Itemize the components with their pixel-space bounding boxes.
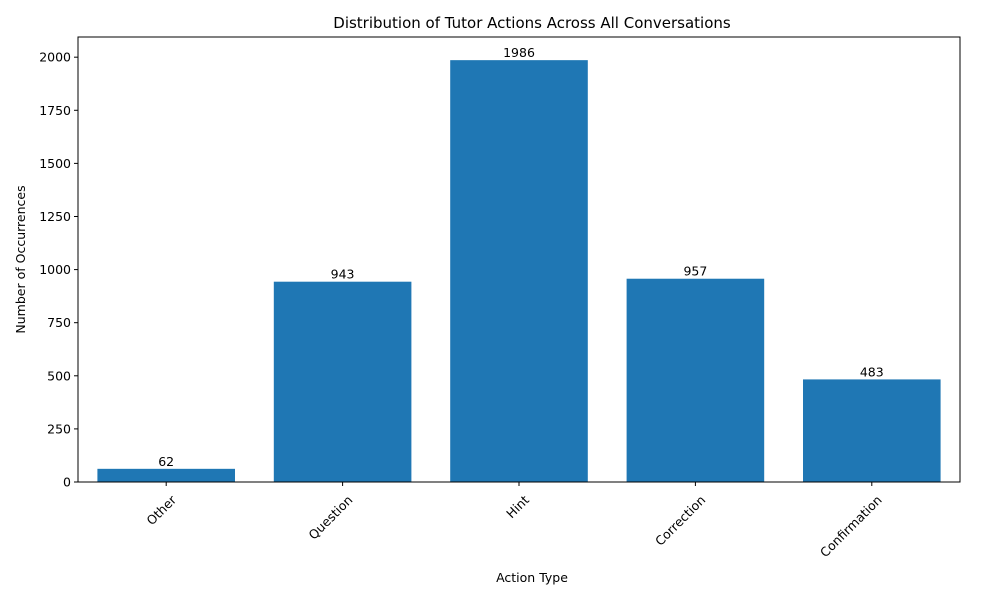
- y-tick-label: 750: [47, 315, 71, 330]
- y-tick-label: 500: [47, 368, 71, 383]
- x-axis-label: Action Type: [496, 570, 568, 585]
- plot-frame: [77, 36, 961, 483]
- x-tick-label: Other: [143, 492, 179, 528]
- chart-title: Distribution of Tutor Actions Across All…: [333, 14, 731, 32]
- y-axis: 0 250 500 750 1000 1250 1500 1750 2000: [39, 50, 78, 490]
- bar-correction: [626, 278, 765, 482]
- bar-labels-group: 62 943 1986 957 483: [158, 45, 883, 469]
- bar-confirmation: [803, 379, 941, 482]
- bar-hint: [450, 60, 588, 483]
- x-tick-label: Correction: [652, 492, 708, 548]
- bar-value-label-question: 943: [331, 267, 355, 282]
- bar-value-label-hint: 1986: [503, 45, 535, 60]
- bar-value-label-correction: 957: [683, 264, 707, 279]
- y-tick-label: 1000: [39, 262, 71, 277]
- x-tick-label: Question: [305, 492, 355, 542]
- bars-group: [97, 60, 941, 483]
- y-tick-label: 1750: [39, 103, 71, 118]
- bar-other: [97, 468, 235, 482]
- x-axis: Other Question Hint Correction Confirmation: [143, 482, 885, 560]
- y-axis-label: Number of Occurrences: [13, 185, 28, 333]
- x-tick-label: Hint: [503, 492, 532, 521]
- y-tick-label: 0: [63, 475, 71, 490]
- y-tick-label: 1500: [39, 156, 71, 171]
- y-tick-label: 250: [47, 421, 71, 436]
- bar-question: [273, 281, 412, 482]
- bar-value-label-confirmation: 483: [860, 364, 884, 379]
- bar-value-label-other: 62: [158, 454, 174, 469]
- y-tick-label: 2000: [39, 50, 71, 65]
- y-tick-label: 1250: [39, 209, 71, 224]
- x-tick-label: Confirmation: [817, 492, 885, 560]
